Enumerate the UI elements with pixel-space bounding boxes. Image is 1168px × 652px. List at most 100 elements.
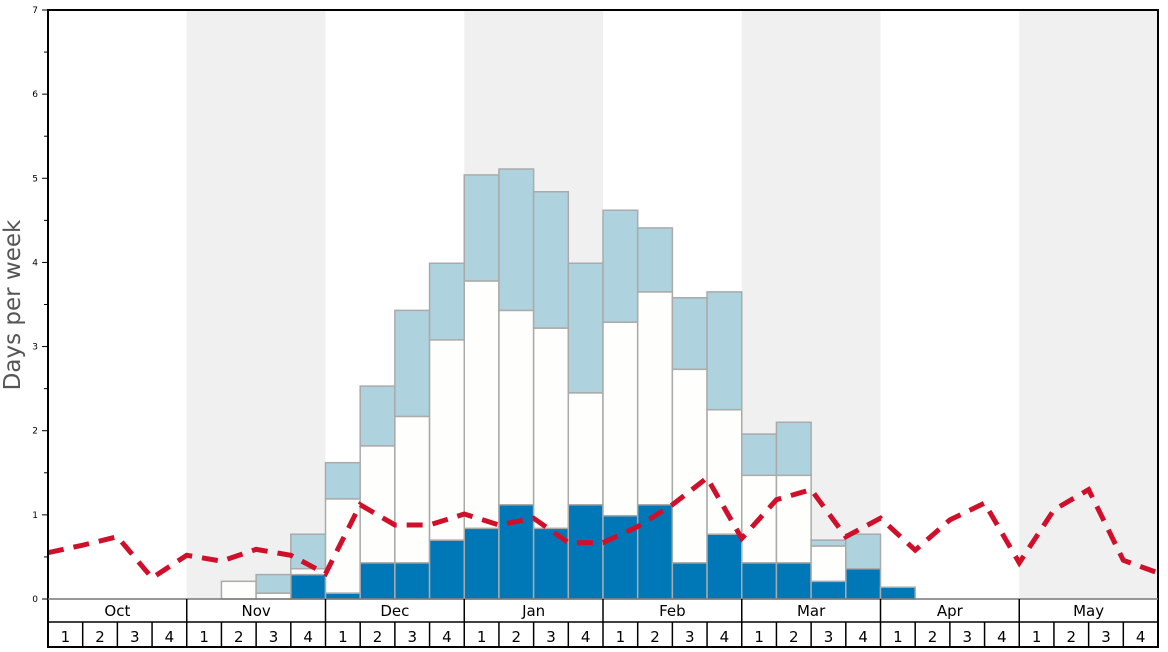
bar-light-week-12	[428, 262, 465, 341]
week-label: 2	[650, 628, 660, 646]
month-label-nov: Nov	[241, 602, 270, 620]
bar-mid-week-7	[255, 592, 292, 600]
bar-mid-week-18	[636, 291, 674, 506]
week-label: 2	[1067, 628, 1077, 646]
bar-light-week-18	[636, 227, 674, 293]
bar-dark-week-11	[394, 562, 431, 600]
bar-light-week-14	[498, 168, 535, 312]
bar-light-week-20	[706, 291, 743, 411]
bar-dark-week-18	[636, 504, 674, 600]
week-label: 3	[130, 628, 140, 646]
week-label: 2	[95, 628, 105, 646]
week-label: 3	[546, 628, 556, 646]
y-tick-label: 2	[32, 427, 38, 437]
week-label: 4	[303, 628, 313, 646]
bar-mid-week-17	[602, 321, 639, 517]
week-label: 1	[754, 628, 764, 646]
y-tick-label: 3	[32, 343, 38, 353]
week-label: 4	[1136, 628, 1146, 646]
bar-light-week-16	[567, 262, 604, 394]
bar-dark-week-10	[359, 562, 396, 600]
y-tick-label: 7	[32, 6, 38, 16]
bar-dark-week-19	[671, 562, 708, 600]
bar-mid-week-8	[290, 567, 327, 576]
bar-mid-week-14	[498, 309, 535, 506]
week-label: 1	[338, 628, 348, 646]
bar-dark-week-8	[290, 573, 327, 600]
bar-dark-week-23	[810, 580, 847, 600]
week-label: 3	[269, 628, 279, 646]
week-label: 1	[893, 628, 903, 646]
bar-mid-week-9	[324, 498, 361, 594]
bar-dark-week-24	[845, 567, 882, 600]
average-line-path	[47, 474, 1159, 582]
month-label-dec: Dec	[380, 602, 409, 620]
month-label-may: May	[1073, 602, 1104, 620]
week-label: 3	[824, 628, 834, 646]
week-label: 1	[616, 628, 626, 646]
bar-light-week-11	[394, 309, 431, 418]
bar-light-week-17	[602, 209, 639, 323]
bar-light-week-10	[359, 385, 396, 447]
bar-light-week-7	[255, 573, 292, 594]
week-label: 2	[928, 628, 938, 646]
bar-dark-week-16	[567, 504, 604, 600]
bar-light-week-13	[463, 174, 500, 282]
bar-light-week-22	[775, 421, 812, 477]
week-label: 2	[512, 628, 522, 646]
month-label-mar: Mar	[797, 602, 826, 620]
bar-light-week-23	[810, 539, 847, 547]
bar-dark-week-14	[498, 504, 535, 600]
bar-mid-week-19	[671, 368, 708, 564]
bar-mid-week-10	[359, 445, 396, 564]
bar-dark-week-22	[775, 562, 812, 600]
bar-mid-week-13	[463, 280, 500, 530]
bar-dark-week-12	[428, 539, 465, 600]
bar-mid-week-23	[810, 545, 847, 583]
week-label: 3	[685, 628, 695, 646]
week-label: 1	[477, 628, 487, 646]
week-label: 3	[962, 628, 972, 646]
y-tick-label: 1	[32, 511, 38, 521]
y-axis-label: Days per week	[0, 219, 26, 390]
month-label-jan: Jan	[521, 602, 545, 620]
week-label: 2	[373, 628, 383, 646]
bar-mid-week-6	[220, 580, 257, 600]
bar-light-week-15	[532, 190, 570, 329]
bar-light-week-19	[671, 297, 708, 371]
week-label: 4	[720, 628, 730, 646]
bar-dark-week-17	[602, 514, 639, 600]
bar-dark-week-21	[741, 562, 778, 600]
bar-mid-week-16	[567, 392, 604, 506]
week-label: 1	[1032, 628, 1042, 646]
stacked-bars	[220, 168, 916, 600]
bar-dark-week-9	[324, 592, 361, 600]
month-band-nov	[186, 10, 326, 599]
week-label: 4	[858, 628, 868, 646]
bar-light-week-21	[741, 433, 778, 477]
bar-light-week-24	[845, 533, 882, 570]
week-label: 3	[1101, 628, 1111, 646]
y-tick-label: 4	[32, 258, 38, 268]
bar-dark-week-20	[706, 533, 743, 600]
week-label: 2	[789, 628, 799, 646]
month-label-oct: Oct	[104, 602, 130, 620]
bar-light-week-9	[324, 461, 361, 500]
week-label: 4	[997, 628, 1007, 646]
bar-dark-week-13	[463, 527, 500, 600]
week-label: 4	[165, 628, 175, 646]
average-line	[47, 474, 1159, 582]
week-label: 4	[442, 628, 452, 646]
axes: 0 1 2 3 4 5 6 7 Oct 1 2 3 4 Nov 1 2 3 4 Dec 1 2 3 4 Jan 1 2 3 4 Feb 1…	[32, 6, 1159, 648]
week-label: 2	[234, 628, 244, 646]
month-label-feb: Feb	[659, 602, 686, 620]
bar-mid-week-22	[775, 474, 812, 564]
month-band-may	[1019, 10, 1158, 599]
week-label: 1	[199, 628, 209, 646]
bar-mid-week-12	[428, 339, 465, 541]
bar-mid-week-20	[706, 408, 743, 535]
y-tick-label: 5	[32, 174, 38, 184]
bar-dark-week-25	[879, 586, 916, 600]
y-tick-label: 6	[32, 90, 38, 100]
